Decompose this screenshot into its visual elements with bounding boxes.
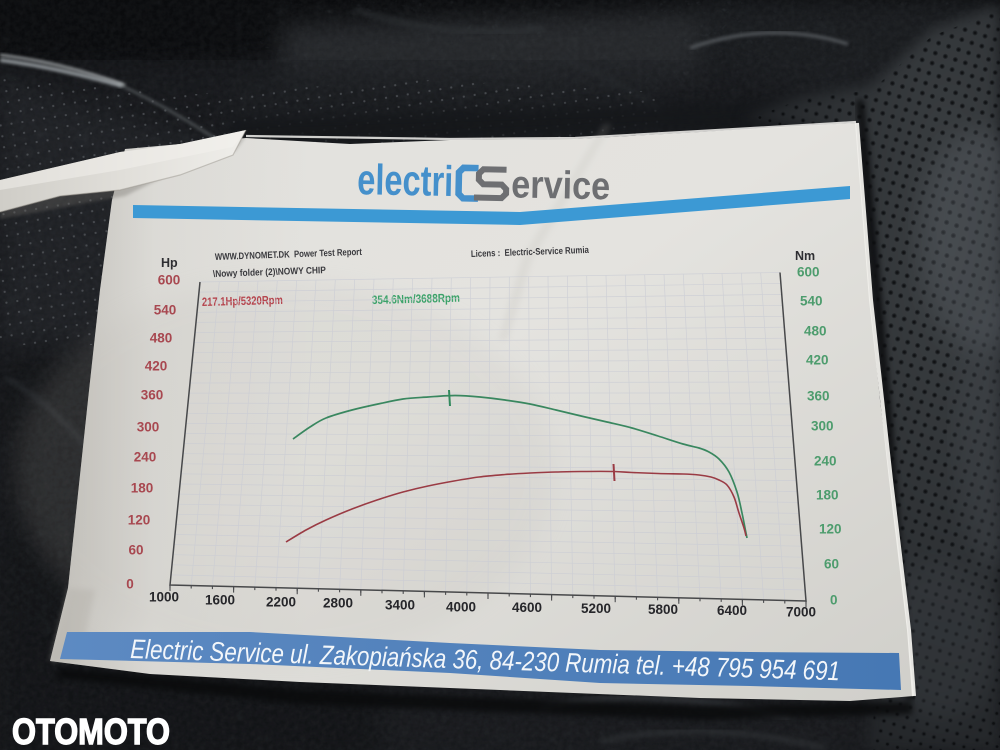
svg-text:6400: 6400	[717, 602, 747, 618]
svg-text:0: 0	[830, 593, 838, 608]
svg-text:420: 420	[145, 359, 168, 374]
svg-text:4000: 4000	[446, 599, 476, 615]
svg-text:1600: 1600	[205, 592, 235, 608]
svg-text:300: 300	[137, 420, 160, 435]
svg-text:480: 480	[804, 324, 827, 339]
svg-text:180: 180	[816, 488, 839, 503]
svg-text:7000: 7000	[786, 604, 816, 620]
svg-text:480: 480	[150, 331, 173, 346]
svg-text:3400: 3400	[385, 597, 415, 613]
svg-text:0: 0	[126, 577, 134, 592]
svg-text:600: 600	[158, 273, 181, 288]
svg-text:240: 240	[134, 450, 157, 465]
svg-text:electri: electri	[357, 156, 454, 206]
svg-text:540: 540	[154, 303, 177, 318]
svg-text:240: 240	[814, 454, 837, 469]
svg-text:5800: 5800	[648, 601, 678, 617]
svg-text:600: 600	[797, 265, 820, 280]
svg-text:ervice: ervice	[511, 163, 611, 208]
svg-text:\Nowy folder (2)\NOWY CHIP: \Nowy folder (2)\NOWY CHIP	[213, 265, 327, 280]
svg-text:420: 420	[806, 353, 829, 368]
svg-text:2800: 2800	[323, 595, 353, 611]
svg-text:354.6Nm/3688Rpm: 354.6Nm/3688Rpm	[372, 291, 460, 307]
svg-text:300: 300	[811, 419, 834, 434]
svg-text:WWW.DYNOMET.DK Power Test Rep: WWW.DYNOMET.DK Power Test Report	[215, 247, 363, 263]
svg-text:Licens : Electric-Service Rum: Licens : Electric-Service Rumia	[471, 245, 590, 260]
svg-text:Hp: Hp	[161, 256, 178, 270]
svg-text:5200: 5200	[581, 600, 611, 616]
svg-text:4600: 4600	[512, 599, 542, 615]
svg-text:217.1Hp/5320Rpm: 217.1Hp/5320Rpm	[202, 293, 283, 309]
svg-text:Nm: Nm	[795, 249, 815, 263]
svg-text:60: 60	[128, 543, 143, 558]
svg-text:2200: 2200	[266, 594, 296, 610]
svg-text:60: 60	[824, 557, 839, 572]
svg-text:360: 360	[807, 389, 830, 404]
svg-text:540: 540	[800, 294, 823, 309]
svg-text:360: 360	[141, 388, 164, 403]
svg-text:120: 120	[128, 513, 151, 528]
svg-text:180: 180	[131, 481, 154, 496]
svg-text:1000: 1000	[149, 589, 179, 605]
svg-text:OTOMOTO: OTOMOTO	[12, 711, 170, 750]
svg-text:120: 120	[819, 522, 842, 537]
